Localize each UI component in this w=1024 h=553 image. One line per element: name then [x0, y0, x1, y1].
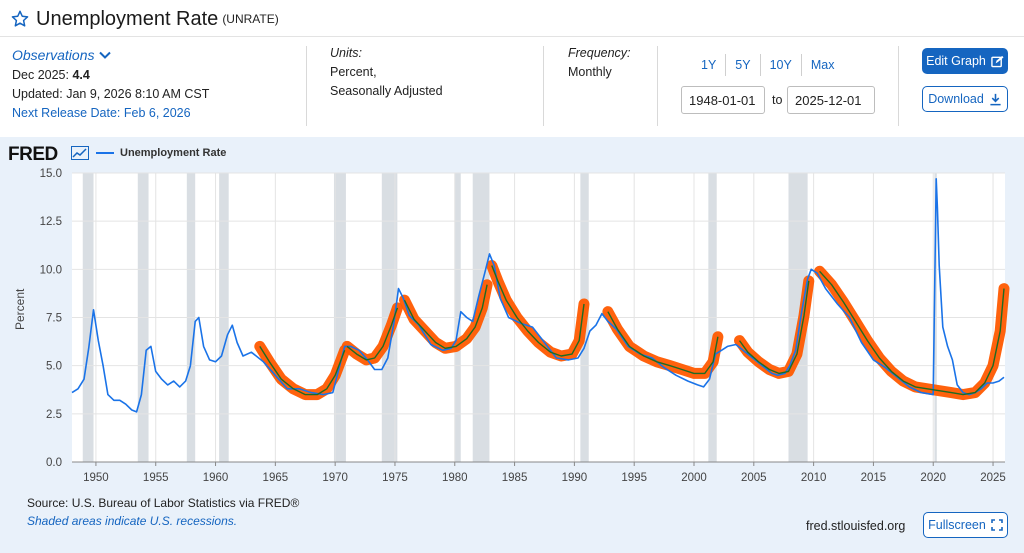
series-line [71, 178, 1005, 413]
edit-icon [991, 55, 1004, 67]
trend-line [403, 284, 488, 349]
x-tick-label: 2020 [920, 472, 946, 484]
frequency-panel: Frequency: Monthly [568, 44, 631, 82]
fred-logo: FRED [8, 144, 58, 165]
source-text: Source: U.S. Bureau of Labor Statistics … [27, 496, 300, 510]
x-tick-label: 2005 [741, 472, 767, 484]
divider [898, 46, 899, 126]
chart-icon [71, 146, 89, 160]
legend-swatch [96, 151, 114, 155]
trend-line [738, 280, 810, 375]
start-date-input[interactable] [681, 86, 765, 114]
x-tick-label: 1985 [502, 472, 528, 484]
trend-line [259, 346, 346, 396]
legend-label: Unemployment Rate [120, 147, 227, 159]
download-icon [990, 93, 1001, 105]
range-buttons: 1Y 5Y 10Y Max [692, 52, 843, 78]
y-tick-label: 2.5 [46, 409, 62, 421]
chart-legend: Unemployment Rate [96, 147, 226, 159]
download-label: Download [928, 92, 984, 106]
units-line-1: Percent, [330, 65, 377, 79]
x-tick-label: 1960 [203, 472, 229, 484]
units-line-2: Seasonally Adjusted [330, 84, 443, 98]
x-tick-label: 2025 [980, 472, 1006, 484]
end-date-input[interactable] [787, 86, 875, 114]
observations-label: Observations [12, 47, 95, 63]
frequency-label: Frequency: [568, 46, 631, 60]
observation-period: Dec 2025: [12, 68, 69, 82]
range-1y-button[interactable]: 1Y [692, 54, 727, 76]
units-panel: Units: Percent, Seasonally Adjusted [330, 44, 443, 101]
edit-graph-button[interactable]: Edit Graph [922, 48, 1008, 74]
divider [657, 46, 658, 126]
trend-line [819, 270, 1005, 396]
trend-line [607, 311, 719, 375]
chevron-down-icon [99, 51, 112, 59]
observations-toggle[interactable]: Observations [12, 44, 209, 66]
x-tick-label: 1950 [83, 472, 109, 484]
download-button[interactable]: Download [922, 86, 1008, 112]
range-5y-button[interactable]: 5Y [726, 54, 761, 76]
y-tick-label: 12.5 [40, 216, 62, 228]
divider [306, 46, 307, 126]
y-tick-label: 7.5 [46, 313, 62, 325]
x-tick-label: 2000 [681, 472, 707, 484]
x-tick-label: 1975 [382, 472, 408, 484]
title-bar: Unemployment Rate (UNRATE) [10, 4, 279, 34]
recession-note: Shaded areas indicate U.S. recessions. [27, 514, 238, 528]
header-divider [0, 36, 1024, 37]
observation-value: 4.4 [72, 68, 90, 82]
range-max-button[interactable]: Max [810, 58, 835, 72]
fullscreen-icon [991, 519, 1003, 531]
line-chart: 0.0 2.5 5.0 7.5 10.0 12.5 15.0 1950 1955 1960 1965… [40, 168, 1010, 484]
y-tick-label: 5.0 [46, 361, 62, 373]
x-tick-label: 1965 [263, 472, 289, 484]
x-tick-label: 2010 [801, 472, 827, 484]
x-tick-label: 2015 [861, 472, 887, 484]
x-tick-label: 1990 [562, 472, 588, 484]
observations-panel: Observations Dec 2025: 4.4 Updated: Jan … [12, 44, 209, 123]
divider [543, 46, 544, 126]
edit-graph-label: Edit Graph [926, 54, 986, 68]
x-tick-label: 1955 [143, 472, 169, 484]
range-10y-button[interactable]: 10Y [761, 54, 802, 76]
series-id: (UNRATE) [222, 12, 279, 26]
fred-url[interactable]: fred.stlouisfed.org [806, 519, 906, 533]
next-release-link[interactable]: Next Release Date: Feb 6, 2026 [12, 106, 191, 120]
fullscreen-label: Fullscreen [928, 518, 986, 532]
trend-line [346, 307, 399, 361]
trend-line [491, 265, 585, 357]
to-label: to [772, 93, 783, 107]
updated-text: Updated: Jan 9, 2026 8:10 AM CST [12, 87, 210, 101]
y-tick-label: 15.0 [40, 168, 62, 180]
star-icon[interactable] [10, 9, 30, 29]
page-title: Unemployment Rate [36, 7, 219, 30]
frequency-value: Monthly [568, 65, 612, 79]
x-tick-label: 1980 [442, 472, 468, 484]
x-tick-label: 1995 [621, 472, 647, 484]
y-tick-label: 0.0 [46, 457, 62, 469]
units-label: Units: [330, 46, 362, 60]
fullscreen-button[interactable]: Fullscreen [923, 512, 1008, 538]
x-tick-label: 1970 [322, 472, 348, 484]
y-tick-label: 10.0 [40, 264, 62, 276]
latest-observation: Dec 2025: 4.4 [12, 66, 209, 85]
